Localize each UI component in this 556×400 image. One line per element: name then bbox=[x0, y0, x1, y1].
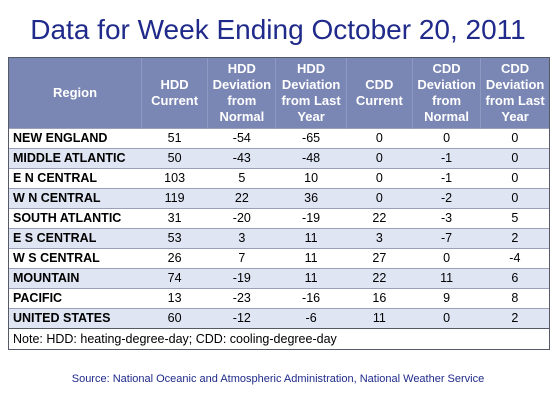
cell-region: SOUTH ATLANTIC bbox=[9, 208, 142, 229]
table-row: E S CENTRAL 53 3 11 3 -7 2 bbox=[9, 228, 549, 249]
cell-value: 0 bbox=[480, 128, 549, 149]
cell-value: 22 bbox=[346, 208, 413, 229]
cell-region: E N CENTRAL bbox=[9, 168, 142, 189]
source-credit: Source: National Oceanic and Atmospheric… bbox=[71, 373, 485, 385]
table-row: SOUTH ATLANTIC 31 -20 -19 22 -3 5 bbox=[9, 208, 549, 229]
cell-region: MIDDLE ATLANTIC bbox=[9, 148, 142, 169]
cell-value: 36 bbox=[275, 188, 347, 209]
cell-value: 27 bbox=[346, 248, 413, 269]
cell-value: 11 bbox=[412, 268, 481, 289]
cell-value: 0 bbox=[480, 188, 549, 209]
cell-value: 5 bbox=[207, 168, 276, 189]
cell-value: 60 bbox=[141, 308, 208, 328]
cell-value: 0 bbox=[412, 308, 481, 328]
cell-value: 119 bbox=[141, 188, 208, 209]
cell-value: 0 bbox=[412, 128, 481, 149]
cell-value: 3 bbox=[346, 228, 413, 249]
cell-value: -54 bbox=[207, 128, 276, 149]
degree-day-table-container: Region HDD Current HDD Deviation from No… bbox=[8, 57, 550, 350]
cell-value: 11 bbox=[346, 308, 413, 328]
cell-value: 51 bbox=[141, 128, 208, 149]
header-row: Region HDD Current HDD Deviation from No… bbox=[9, 58, 549, 129]
cell-value: 11 bbox=[275, 268, 347, 289]
cell-value: 103 bbox=[141, 168, 208, 189]
cell-value: 9 bbox=[412, 288, 481, 309]
cell-value: 0 bbox=[480, 168, 549, 189]
header-hdd-current: HDD Current bbox=[140, 58, 208, 129]
cell-value: 26 bbox=[141, 248, 208, 269]
cell-value: -23 bbox=[207, 288, 276, 309]
cell-value: 6 bbox=[480, 268, 549, 289]
degree-day-table: Region HDD Current HDD Deviation from No… bbox=[9, 58, 549, 328]
cell-value: -3 bbox=[412, 208, 481, 229]
cell-value: 22 bbox=[207, 188, 276, 209]
cell-value: 0 bbox=[346, 188, 413, 209]
cell-value: -4 bbox=[480, 248, 549, 269]
table-row: NEW ENGLAND 51 -54 -65 0 0 0 bbox=[9, 128, 549, 149]
cell-value: -7 bbox=[412, 228, 481, 249]
cell-region: E S CENTRAL bbox=[9, 228, 142, 249]
table-row: MIDDLE ATLANTIC 50 -43 -48 0 -1 0 bbox=[9, 148, 549, 169]
cell-region: MOUNTAIN bbox=[9, 268, 142, 289]
cell-value: 11 bbox=[275, 248, 347, 269]
cell-region: NEW ENGLAND bbox=[9, 128, 142, 149]
cell-value: 5 bbox=[480, 208, 549, 229]
table-note: Note: HDD: heating-degree-day; CDD: cool… bbox=[9, 328, 549, 349]
cell-region: PACIFIC bbox=[9, 288, 142, 309]
cell-value: 11 bbox=[275, 228, 347, 249]
cell-region: UNITED STATES bbox=[9, 308, 142, 328]
page-title: Data for Week Ending October 20, 2011 bbox=[30, 14, 526, 45]
cell-value: -43 bbox=[207, 148, 276, 169]
table-row: MOUNTAIN 74 -19 11 22 11 6 bbox=[9, 268, 549, 289]
cell-value: -48 bbox=[275, 148, 347, 169]
header-hdd-dev-normal: HDD Deviation from Normal bbox=[207, 58, 276, 129]
header-hdd-dev-last-year: HDD Deviation from Last Year bbox=[275, 58, 347, 129]
table-row: PACIFIC 13 -23 -16 16 9 8 bbox=[9, 288, 549, 309]
cell-value: 0 bbox=[346, 148, 413, 169]
table-row: W N CENTRAL 119 22 36 0 -2 0 bbox=[9, 188, 549, 209]
cell-value: 8 bbox=[480, 288, 549, 309]
header-cdd-current: CDD Current bbox=[345, 58, 413, 129]
cell-value: -2 bbox=[412, 188, 481, 209]
table-row-total: UNITED STATES 60 -12 -6 11 0 2 bbox=[9, 308, 549, 328]
cell-value: 31 bbox=[141, 208, 208, 229]
cell-value: -20 bbox=[207, 208, 276, 229]
cell-value: 16 bbox=[346, 288, 413, 309]
cell-value: 22 bbox=[346, 268, 413, 289]
header-cdd-dev-normal: CDD Deviation from Normal bbox=[411, 58, 481, 129]
header-cdd-dev-last-year: CDD Deviation from Last Year bbox=[480, 58, 549, 129]
cell-value: 74 bbox=[141, 268, 208, 289]
cell-value: -12 bbox=[207, 308, 276, 328]
cell-value: 0 bbox=[480, 148, 549, 169]
cell-region: W N CENTRAL bbox=[9, 188, 142, 209]
cell-value: 3 bbox=[207, 228, 276, 249]
cell-value: -1 bbox=[412, 168, 481, 189]
cell-value: 13 bbox=[141, 288, 208, 309]
cell-value: 0 bbox=[346, 128, 413, 149]
cell-value: -19 bbox=[207, 268, 276, 289]
cell-value: 53 bbox=[141, 228, 208, 249]
cell-value: 2 bbox=[480, 308, 549, 328]
table-row: E N CENTRAL 103 5 10 0 -1 0 bbox=[9, 168, 549, 189]
cell-value: -65 bbox=[275, 128, 347, 149]
cell-value: 2 bbox=[480, 228, 549, 249]
cell-value: -1 bbox=[412, 148, 481, 169]
cell-value: -19 bbox=[275, 208, 347, 229]
cell-value: 50 bbox=[141, 148, 208, 169]
cell-value: 0 bbox=[346, 168, 413, 189]
cell-value: -6 bbox=[275, 308, 347, 328]
cell-value: 0 bbox=[412, 248, 481, 269]
cell-region: W S CENTRAL bbox=[9, 248, 142, 269]
cell-value: 10 bbox=[275, 168, 347, 189]
header-region: Region bbox=[9, 58, 142, 129]
cell-value: 7 bbox=[207, 248, 276, 269]
cell-value: -16 bbox=[275, 288, 347, 309]
table-row: W S CENTRAL 26 7 11 27 0 -4 bbox=[9, 248, 549, 269]
